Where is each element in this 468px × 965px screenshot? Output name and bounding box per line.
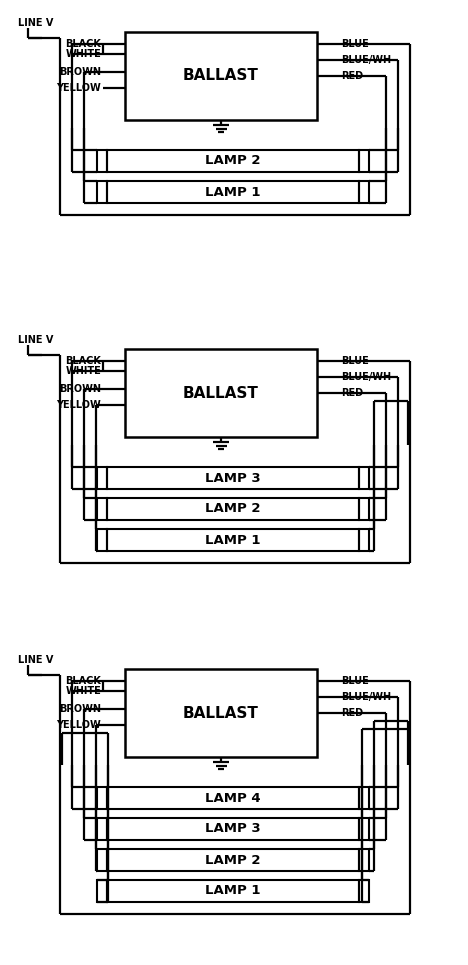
Text: LINE V: LINE V (18, 655, 53, 665)
Bar (97, 498, 107, 520)
Bar (97, 849, 107, 871)
Text: YELLOW: YELLOW (56, 400, 101, 410)
Text: LAMP 2: LAMP 2 (205, 503, 261, 515)
Text: LAMP 2: LAMP 2 (205, 154, 261, 168)
Text: WHITE: WHITE (65, 686, 101, 696)
Text: LAMP 4: LAMP 4 (205, 791, 261, 805)
Text: BLUE: BLUE (341, 356, 369, 366)
Bar (359, 529, 369, 551)
Text: LAMP 1: LAMP 1 (205, 185, 261, 199)
Bar (97, 529, 107, 551)
Text: WHITE: WHITE (65, 366, 101, 376)
Text: LAMP 1: LAMP 1 (205, 885, 261, 897)
Text: BLUE: BLUE (341, 39, 369, 49)
Bar (97, 818, 107, 840)
Text: YELLOW: YELLOW (56, 83, 101, 93)
Bar (107, 150, 359, 172)
Text: LINE V: LINE V (18, 18, 53, 28)
Bar (125, 349, 317, 437)
Bar (97, 787, 107, 809)
Text: BALLAST: BALLAST (183, 385, 259, 400)
Bar (107, 498, 359, 520)
Text: BLACK: BLACK (65, 676, 101, 686)
Bar (107, 818, 359, 840)
Text: YELLOW: YELLOW (56, 720, 101, 730)
Text: BLUE: BLUE (341, 676, 369, 686)
Bar (97, 150, 107, 172)
Text: WHITE: WHITE (65, 49, 101, 59)
Text: LAMP 1: LAMP 1 (205, 534, 261, 546)
Bar (359, 498, 369, 520)
Text: LAMP 3: LAMP 3 (205, 472, 261, 484)
Bar (107, 787, 359, 809)
Bar (107, 467, 359, 489)
Bar (107, 529, 359, 551)
Bar (359, 787, 369, 809)
Text: BLUE/WH: BLUE/WH (341, 692, 391, 702)
Bar (125, 669, 317, 757)
Text: BLACK: BLACK (65, 356, 101, 366)
Bar (97, 880, 107, 902)
Text: RED: RED (341, 71, 363, 81)
Text: BALLAST: BALLAST (183, 705, 259, 721)
Bar (125, 32, 317, 120)
Bar (107, 181, 359, 203)
Text: RED: RED (341, 708, 363, 718)
Text: RED: RED (341, 388, 363, 398)
Bar (107, 849, 359, 871)
Text: LAMP 3: LAMP 3 (205, 822, 261, 836)
Bar (359, 467, 369, 489)
Text: BLUE/WH: BLUE/WH (341, 55, 391, 65)
Text: BLACK: BLACK (65, 39, 101, 49)
Text: BALLAST: BALLAST (183, 69, 259, 84)
Bar (359, 818, 369, 840)
Text: LAMP 2: LAMP 2 (205, 853, 261, 867)
Bar (359, 849, 369, 871)
Text: BLUE/WH: BLUE/WH (341, 372, 391, 382)
Text: BROWN: BROWN (59, 704, 101, 714)
Text: LINE V: LINE V (18, 335, 53, 345)
Bar (107, 880, 359, 902)
Bar (359, 181, 369, 203)
Text: BROWN: BROWN (59, 384, 101, 394)
Text: BROWN: BROWN (59, 67, 101, 77)
Bar (359, 150, 369, 172)
Bar (97, 181, 107, 203)
Bar (359, 880, 369, 902)
Bar (97, 467, 107, 489)
